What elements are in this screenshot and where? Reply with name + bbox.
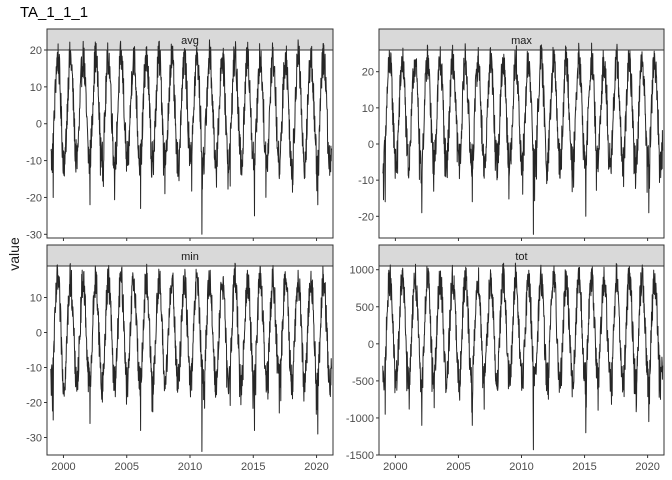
y-tick-label-avg: -30 [26,229,42,241]
series-line-avg [50,39,333,235]
x-tick-label-min: 2010 [178,461,202,473]
strip-label-max: max [511,35,532,47]
x-tick-label-min: 2020 [304,461,328,473]
y-tick-label-tot: -1000 [346,413,374,425]
strip-label-min: min [181,251,199,263]
series-line-min [50,262,333,452]
y-tick-label-avg: 0 [36,119,42,131]
y-tick-label-avg: 20 [30,45,42,57]
x-tick-label-tot: 2020 [635,461,659,473]
strip-label-tot: tot [515,251,527,263]
series-line-max [382,42,664,235]
chart-title: TA_1_1_1 [20,4,89,21]
y-tick-label-avg: 10 [30,82,42,94]
panel-tot: tot -1500 -1000 -500 0 500 1000 2000 2005 2010 201… [346,244,665,473]
strip-label-avg: avg [181,35,199,47]
panel-avg: avg -30 -20 -10 0 10 20 [26,28,334,241]
y-tick-label-max: 0 [368,139,374,151]
y-tick-label-min: -30 [26,433,42,445]
x-tick-label-tot: 2015 [572,461,596,473]
x-tick-label-tot: 2005 [446,461,470,473]
y-tick-label-tot: 500 [356,302,374,314]
y-tick-label-min: 0 [36,328,42,340]
x-tick-label-min: 2015 [241,461,265,473]
y-tick-label-tot: 1000 [350,265,374,277]
y-tick-label-max: 20 [362,67,374,79]
panel-min: min -30 -20 -10 0 10 2000 2005 2010 2015 2020 [26,244,334,473]
y-tick-label-min: -10 [26,363,42,375]
y-tick-label-avg: -20 [26,192,42,204]
y-tick-label-max: 10 [362,103,374,115]
y-tick-label-avg: -10 [26,156,42,168]
x-tick-label-tot: 2000 [383,461,407,473]
y-tick-label-min: 10 [30,293,42,305]
panel-max: max -20 -10 0 10 20 [358,28,665,241]
y-tick-label-max: -20 [358,211,374,223]
y-tick-label-tot: 0 [368,339,374,351]
y-tick-label-min: -20 [26,398,42,410]
x-tick-label-min: 2005 [114,461,138,473]
x-tick-label-tot: 2010 [509,461,533,473]
y-tick-label-max: -10 [358,175,374,187]
x-tick-label-min: 2000 [51,461,75,473]
series-line-tot [382,262,664,451]
y-tick-label-tot: -500 [352,376,374,388]
y-tick-label-tot: -1500 [346,450,374,462]
